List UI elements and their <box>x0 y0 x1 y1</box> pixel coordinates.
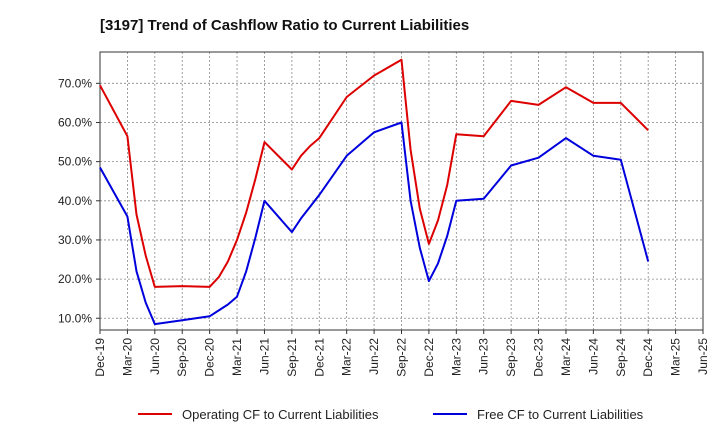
legend-label-2: Free CF to Current Liabilities <box>477 407 644 422</box>
chart-title: [3197] Trend of Cashflow Ratio to Curren… <box>100 17 469 34</box>
x-tick-label: Jun-21 <box>257 338 271 375</box>
x-tick-label: Mar-23 <box>449 338 463 376</box>
x-tick-label: Mar-21 <box>230 338 244 376</box>
x-tick-label: Sep-21 <box>285 338 299 377</box>
series-line-1 <box>99 58 649 288</box>
y-axis: 10.0% 20.0% 30.0% 40.0% 50.0% 60.0% 70.0% <box>58 76 100 325</box>
x-tick-label: Jun-25 <box>696 338 710 375</box>
series-layer <box>99 58 650 326</box>
x-tick-label: Sep-24 <box>614 338 628 377</box>
y-tick-label: 50.0% <box>58 155 92 169</box>
grid-layer <box>100 52 703 330</box>
y-tick-label: 30.0% <box>58 233 92 247</box>
y-tick-label: 70.0% <box>58 76 92 90</box>
x-tick-label: Dec-22 <box>422 338 436 377</box>
x-tick-label: Mar-22 <box>340 338 354 376</box>
x-tick-label: Sep-23 <box>504 338 518 377</box>
y-tick-label: 20.0% <box>58 272 92 286</box>
x-tick-label: Mar-24 <box>559 338 573 376</box>
x-tick-label: Jun-23 <box>477 338 491 375</box>
x-tick-label: Jun-22 <box>367 338 381 375</box>
x-tick-label: Dec-24 <box>641 338 655 377</box>
x-tick-label: Dec-21 <box>312 338 326 377</box>
x-tick-label: Sep-22 <box>395 338 409 377</box>
x-axis: Dec-19 Mar-20 Jun-20 Sep-20 Dec-20 Mar-21 Jun-… <box>93 330 710 377</box>
y-tick-label: 60.0% <box>58 115 92 129</box>
legend-label-1: Operating CF to Current Liabilities <box>182 407 379 422</box>
x-tick-label: Dec-23 <box>532 338 546 377</box>
legend: Operating CF to Current Liabilities Free … <box>138 407 644 422</box>
series-line-2 <box>99 121 650 326</box>
y-tick-label: 40.0% <box>58 194 92 208</box>
x-tick-label: Jun-24 <box>586 338 600 375</box>
x-tick-label: Sep-20 <box>175 338 189 377</box>
x-tick-label: Jun-20 <box>148 338 162 375</box>
x-tick-label: Dec-20 <box>203 338 217 377</box>
x-tick-label: Mar-20 <box>120 338 134 376</box>
y-tick-label: 10.0% <box>58 311 92 325</box>
x-tick-label: Mar-25 <box>669 338 683 376</box>
x-tick-label: Dec-19 <box>93 338 107 377</box>
